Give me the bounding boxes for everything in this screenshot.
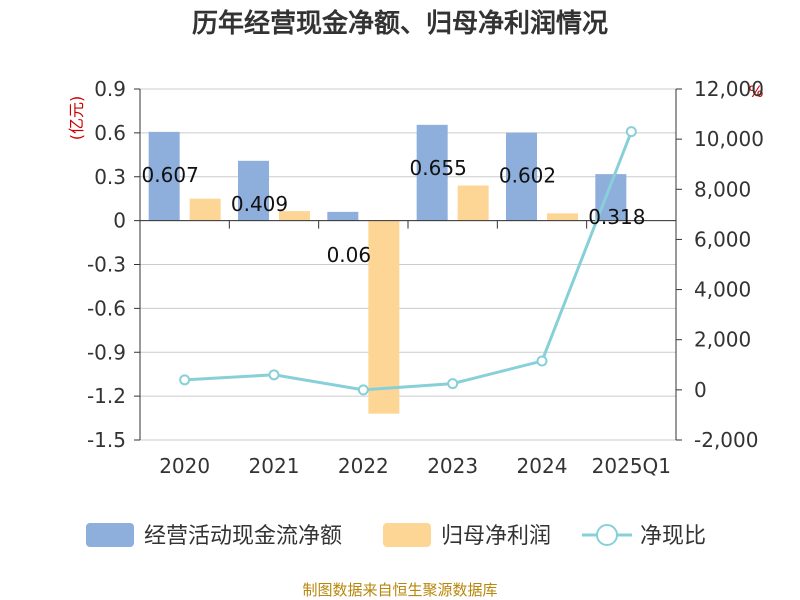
bar-net-profit (368, 220, 400, 414)
data-label: 0.409 (231, 192, 288, 216)
left-tick-label: -0.3 (87, 253, 126, 277)
left-tick-label: 0.3 (94, 165, 126, 189)
bar-net-profit (189, 198, 221, 221)
right-tick-label: -2,000 (694, 428, 758, 452)
right-tick-label: 4,000 (694, 278, 751, 302)
data-labels: 0.607 0.409 0.06 0.655 0.602 0.318 (142, 156, 646, 267)
axes: 0.9 0.6 0.3 0 -0.3 -0.6 -0.9 -1.2 -1.5 12,000 10,0… (87, 77, 764, 478)
bar-cashflow (238, 160, 269, 221)
chart-title: 历年经营现金净额、归母净利润情况 (192, 8, 608, 39)
line-point (357, 384, 369, 396)
legend-label-ratio: 净现比 (640, 524, 706, 549)
legend: 经营活动现金流净额 归母净利润 净现比 (86, 523, 706, 549)
x-tick-label: 2021 (249, 454, 300, 478)
bar-cashflow (148, 131, 180, 221)
left-tick-label: -0.6 (87, 296, 126, 320)
line-point (625, 126, 637, 138)
data-label: 0.607 (142, 163, 199, 187)
line-series (179, 126, 637, 396)
bar-cashflow (506, 132, 537, 221)
right-tick-label: 6,000 (694, 227, 751, 251)
legend-swatch-marker (596, 524, 618, 546)
line-point (179, 374, 191, 386)
line-path (184, 131, 633, 392)
left-tick-label: 0.9 (94, 77, 126, 101)
left-tick-label: -0.9 (87, 340, 126, 364)
data-label: 0.655 (410, 156, 467, 180)
right-tick-label: 8,000 (694, 177, 751, 201)
data-label: 0.602 (499, 164, 556, 188)
legend-label-net-profit: 归母净利润 (441, 524, 551, 549)
x-tick-label: 2022 (338, 454, 389, 478)
left-axis-unit: (亿元) (67, 96, 86, 141)
x-tick-label: 2023 (427, 454, 478, 478)
bar-net-profit (457, 185, 489, 221)
right-tick-label: 2,000 (694, 328, 751, 352)
legend-swatch-cashflow (86, 523, 134, 547)
line-point (536, 355, 548, 367)
bar-net-profit (279, 211, 310, 221)
source-note: 制图数据来自恒生聚源数据库 (302, 581, 497, 599)
line-point (447, 378, 459, 390)
x-tick-label: 2025Q1 (592, 454, 671, 478)
right-tick-label: 0 (694, 378, 707, 402)
bar-net-profit (547, 213, 578, 221)
left-tick-label: -1.5 (87, 428, 126, 452)
x-tick-label: 2020 (159, 454, 210, 478)
data-label: 0.318 (588, 205, 645, 229)
line-point (268, 369, 280, 381)
bar-cashflow (416, 124, 448, 221)
right-axis-unit: % (748, 82, 763, 101)
bars (148, 124, 627, 414)
right-tick-label: 10,000 (694, 127, 764, 151)
legend-label-cashflow: 经营活动现金流净额 (144, 524, 342, 549)
bar-cashflow (327, 211, 359, 221)
right-tick-label: 12,000 (694, 77, 764, 101)
legend-swatch-net-profit (383, 523, 431, 547)
left-tick-label: 0 (113, 209, 126, 233)
left-tick-label: 0.6 (94, 121, 126, 145)
x-tick-label: 2024 (517, 454, 568, 478)
data-label: 0.06 (327, 243, 372, 267)
left-tick-label: -1.2 (87, 384, 126, 408)
